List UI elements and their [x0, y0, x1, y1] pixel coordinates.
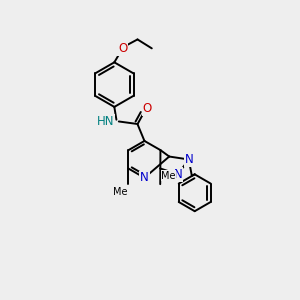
Text: N: N: [140, 171, 149, 184]
Text: Me: Me: [161, 171, 176, 181]
Text: O: O: [118, 42, 127, 55]
Text: O: O: [142, 102, 152, 115]
Text: N: N: [173, 168, 182, 181]
Text: N: N: [184, 153, 193, 166]
Text: Me: Me: [113, 187, 127, 197]
Text: HN: HN: [97, 115, 114, 128]
